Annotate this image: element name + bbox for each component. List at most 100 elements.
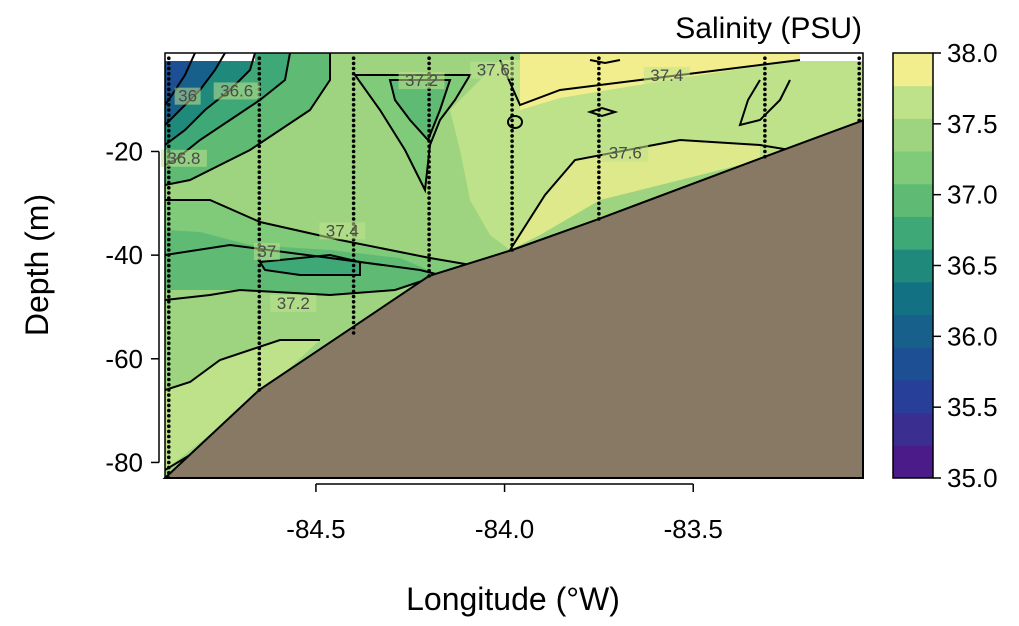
- station-sample-dot: [351, 206, 356, 211]
- station-sample-dot: [597, 108, 601, 112]
- station-sample-dot: [427, 258, 431, 263]
- station-sample-dot: [597, 97, 601, 102]
- station-sample-dot: [167, 393, 171, 397]
- station-sample-dot: [351, 274, 356, 278]
- station-sample-dot: [763, 154, 767, 159]
- colorbar-tick-label: 36.0: [947, 321, 998, 351]
- salinity-fill-37-0: [390, 80, 450, 140]
- station-sample-dot: [167, 144, 171, 149]
- station-sample-dot: [427, 232, 431, 237]
- station-sample-dot: [427, 180, 431, 185]
- station-sample-dot: [763, 134, 767, 138]
- station-sample-dot: [167, 77, 171, 81]
- station-sample-dot: [427, 274, 431, 278]
- station-sample-dot: [167, 362, 171, 366]
- station-sample-dot: [351, 123, 356, 128]
- station-sample-dot: [427, 113, 431, 117]
- station-sample-dot: [257, 232, 262, 237]
- colorbar-segment: [893, 85, 933, 119]
- station-sample-dot: [167, 419, 171, 423]
- station-sample-dot: [167, 408, 171, 413]
- x-axis-title: Longitude (°W): [406, 581, 620, 617]
- station-sample-dot: [257, 206, 262, 211]
- station-sample-dot: [510, 191, 514, 195]
- station-sample-dot: [257, 294, 262, 299]
- y-tick-label: -60: [105, 344, 143, 374]
- station-sample-dot: [257, 367, 262, 372]
- station-sample-dot: [167, 71, 171, 76]
- station-sample-dot: [427, 144, 431, 149]
- contour-label: 37.4: [650, 66, 683, 85]
- station-sample-dot: [763, 139, 767, 143]
- station-sample-dot: [510, 180, 514, 185]
- station-sample-dot: [257, 175, 262, 180]
- station-sample-dot: [257, 289, 262, 294]
- contour-line-37-core: [258, 253, 361, 276]
- station-sample-dot: [510, 154, 514, 159]
- colorbar: [892, 52, 934, 479]
- contour-label: 37: [257, 242, 276, 261]
- station-sample-dot: [510, 227, 514, 231]
- station-sample-dot: [167, 66, 171, 71]
- station-sample-dot: [857, 103, 861, 107]
- station-sample-dot: [257, 211, 262, 216]
- station-sample-dot: [257, 103, 262, 107]
- station-sample-dot: [257, 144, 262, 149]
- station-sample-dot: [167, 217, 171, 221]
- station-sample-dot: [167, 113, 171, 117]
- station-sample-dot: [597, 113, 601, 117]
- station-sample-dot: [351, 305, 356, 309]
- station-sample-dot: [510, 206, 514, 211]
- station-sample-dot: [857, 71, 861, 76]
- contour-label-bg: [174, 87, 201, 105]
- station-sample-dot: [257, 382, 262, 387]
- station-sample-dot: [257, 123, 262, 128]
- station-sample-dot: [351, 180, 356, 185]
- contour-labels: 36 36.6 36.8 37.2 37.6 37.4 37.6 37.4 37 37.2: [160, 61, 690, 313]
- y-tick-label: -80: [105, 447, 143, 477]
- station-sample-dot: [597, 87, 601, 92]
- station-sample-dot: [351, 196, 356, 200]
- contour-label: 37.2: [277, 294, 310, 313]
- station-sample-dot: [257, 154, 262, 159]
- salinity-fill-36-0: [165, 53, 195, 105]
- station-sample-dot: [167, 108, 171, 112]
- station-sample-dot: [351, 315, 356, 320]
- station-sample-dot: [427, 243, 431, 247]
- station-sample-dot: [351, 248, 356, 252]
- colorbar-ticks: 35.0 35.5 36.0 36.5 37.0 37.5 38.0: [933, 38, 998, 493]
- station-sample-dot: [167, 357, 171, 361]
- station-sample-dot: [427, 165, 431, 169]
- station-sample-dot: [167, 87, 171, 92]
- station-sample-dot: [351, 61, 356, 66]
- station-sample-dot: [257, 71, 262, 76]
- station-sample-dot: [351, 160, 356, 164]
- contour-line-37-4-right: [738, 79, 791, 127]
- station-sample-dot: [257, 186, 262, 190]
- station-sample-dot: [167, 237, 171, 242]
- station-sample-dot: [257, 372, 262, 377]
- station-sample-dot: [427, 154, 431, 159]
- station-sample-dot: [763, 149, 767, 154]
- colorbar-segment: [893, 216, 933, 250]
- station-sample-dot: [167, 445, 171, 449]
- station-sample-dot: [597, 206, 601, 211]
- contour-label: 36: [178, 87, 197, 106]
- station-sample-dot: [257, 66, 262, 71]
- station-sample-dot: [167, 118, 171, 123]
- station-sample-dot: [257, 268, 262, 273]
- station-sample-dot: [763, 66, 767, 71]
- salinity-fill-37-2: [165, 200, 500, 280]
- station-sample-dot: [597, 71, 601, 76]
- station-sample-dot: [167, 434, 171, 439]
- colorbar-segment: [893, 412, 933, 446]
- station-sample-dot: [351, 325, 356, 330]
- station-sample-dot: [167, 170, 171, 174]
- station-sample-dot: [351, 170, 356, 174]
- contour-label-bg: [160, 149, 207, 167]
- station-sample-dot: [257, 201, 262, 206]
- station-sample-dot: [167, 196, 171, 200]
- station-sample-dot: [167, 388, 171, 392]
- station-sample-dot: [167, 450, 171, 454]
- station-sample-dot: [167, 424, 171, 429]
